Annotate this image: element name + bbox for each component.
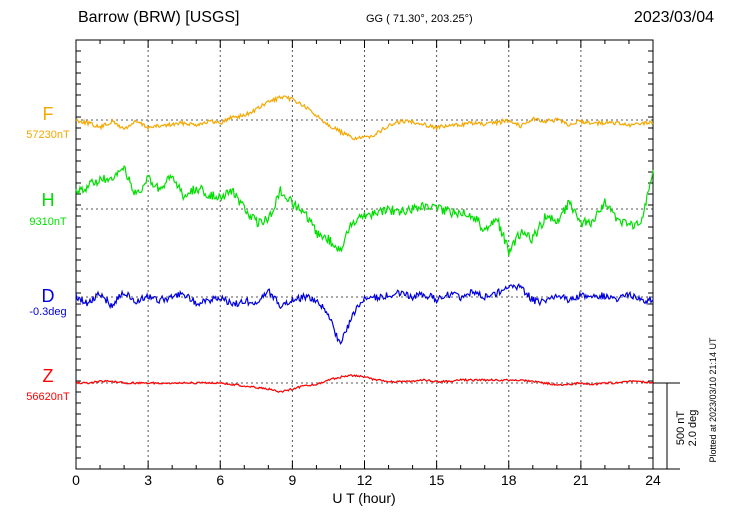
plot-frame xyxy=(75,39,654,470)
scale-label-nt: 500 nT xyxy=(675,411,687,446)
grid-lines xyxy=(76,40,653,469)
series-baseline-d: -0.3deg xyxy=(29,306,66,318)
series-lines xyxy=(75,95,654,394)
tick-marks xyxy=(75,40,654,469)
series-baseline-f: 57230nT xyxy=(26,129,70,141)
x-tick-label: 12 xyxy=(357,472,373,488)
series-baseline-z: 56620nT xyxy=(26,391,70,403)
series-name-d: D xyxy=(42,286,55,306)
series-labels: F 57230nT H 9310nT D-0.3deg Z 56620nT xyxy=(26,104,70,403)
series-line-d xyxy=(75,283,654,345)
series-line-h xyxy=(75,164,654,256)
x-tick-label: 3 xyxy=(144,472,152,488)
scale-bar: 500 nT 2.0 deg xyxy=(653,382,699,470)
series-name-z: Z xyxy=(43,366,54,386)
x-tick-label: 0 xyxy=(72,472,80,488)
station-coordinates: GG ( 71.30°, 203.25°) xyxy=(366,13,473,25)
plotted-at-footnote: Plotted at 2023/03/10 21:14 UT xyxy=(708,337,718,463)
plot-date: 2023/03/04 xyxy=(633,9,714,26)
x-tick-labels: 0 3 6 9 12 15 18 21 24 xyxy=(72,472,661,488)
x-tick-label: 15 xyxy=(429,472,445,488)
series-line-z xyxy=(75,374,654,394)
series-name-h: H xyxy=(42,190,55,210)
x-axis-label: U T (hour) xyxy=(332,490,395,506)
x-tick-label: 18 xyxy=(501,472,517,488)
x-tick-label: 24 xyxy=(645,472,661,488)
series-baseline-h: 9310nT xyxy=(29,216,67,228)
x-tick-label: 6 xyxy=(216,472,224,488)
station-title: Barrow (BRW) [USGS] xyxy=(78,9,240,26)
x-tick-label: 9 xyxy=(288,472,296,488)
series-line-f xyxy=(75,95,654,141)
scale-label-deg: 2.0 deg xyxy=(687,410,699,447)
series-name-f: F xyxy=(43,104,54,124)
x-tick-label: 21 xyxy=(573,472,589,488)
